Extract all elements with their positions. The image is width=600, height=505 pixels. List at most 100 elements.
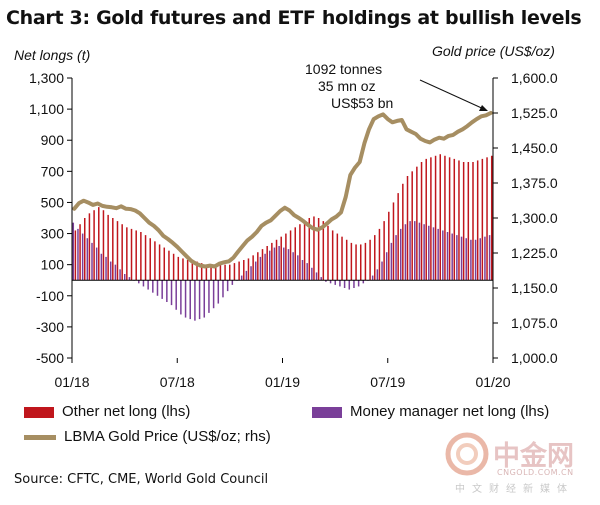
- money-manager-bar: [264, 253, 266, 281]
- other-net-long-bar: [420, 162, 423, 281]
- other-net-long-bar: [98, 207, 100, 281]
- x-tick-label: 01/20: [475, 374, 510, 390]
- money-manager-bar: [105, 256, 107, 281]
- money-manager-bar: [175, 280, 177, 310]
- watermark-tagline: 中文财经新媒体: [455, 484, 574, 495]
- money-manager-bar: [334, 280, 336, 285]
- other-net-long-bar: [481, 158, 484, 281]
- other-net-long-bar: [257, 252, 259, 281]
- money-manager-bar: [484, 236, 486, 281]
- money-manager-bar: [311, 267, 313, 281]
- other-net-long-bar: [275, 239, 278, 281]
- money-manager-bar: [432, 227, 435, 281]
- money-manager-bar: [357, 280, 360, 287]
- other-net-long-bar: [112, 218, 114, 281]
- other-net-long-bar: [303, 221, 306, 281]
- other-net-long-bar: [388, 211, 390, 281]
- other-net-long-bar: [252, 255, 254, 281]
- money-manager-bar: [72, 222, 75, 281]
- money-manager-bar: [465, 238, 467, 281]
- money-manager-bar: [217, 280, 220, 304]
- legend-label-other: Other net long (lhs): [62, 403, 191, 420]
- other-net-long-bar: [144, 235, 147, 281]
- other-net-long-bar: [121, 224, 123, 281]
- other-net-long-bar: [158, 244, 161, 281]
- money-manager-bar: [100, 253, 103, 281]
- other-net-long-bar: [327, 225, 329, 281]
- money-manager-bar: [353, 280, 355, 288]
- money-manager-bar: [479, 238, 482, 281]
- money-manager-bar: [418, 222, 421, 281]
- other-net-long-bar: [280, 236, 282, 281]
- watermark-name: 中金网: [493, 441, 574, 472]
- money-manager-bar: [362, 280, 365, 284]
- other-net-long-bar: [261, 249, 264, 281]
- other-net-long-bar: [425, 158, 427, 281]
- other-net-long-bars: [74, 154, 493, 281]
- other-net-long-bar: [271, 242, 273, 281]
- annotation-line-1: 1092 tonnes: [305, 61, 382, 77]
- legend-label-gold: LBMA Gold Price (US$/oz; rhs): [64, 428, 271, 445]
- other-net-long-bar: [369, 239, 371, 281]
- left-tick-label: 1,300: [29, 70, 64, 86]
- money-manager-bar: [189, 280, 191, 320]
- money-manager-bar: [208, 280, 210, 313]
- money-manager-bar: [329, 280, 332, 284]
- right-tick-label: 1,000.0: [511, 350, 558, 366]
- money-manager-bar: [114, 264, 117, 281]
- other-net-long-bar: [205, 264, 208, 281]
- other-net-long-bar: [476, 160, 479, 281]
- other-net-long-bar: [200, 263, 203, 281]
- money-manager-bar: [474, 239, 477, 281]
- other-net-long-bar: [467, 162, 470, 281]
- right-tick-label: 1,525.0: [511, 105, 558, 121]
- money-manager-bar: [123, 274, 126, 281]
- money-manager-bar: [292, 252, 294, 281]
- money-manager-bar: [437, 228, 439, 281]
- other-net-long-bar: [168, 250, 170, 281]
- annotation-line-3: US$53 bn: [331, 95, 393, 111]
- money-manager-bar: [297, 255, 299, 281]
- money-manager-bar: [385, 252, 388, 281]
- money-manager-bar: [460, 236, 463, 281]
- money-manager-bar: [339, 280, 341, 287]
- other-net-long-bar: [196, 261, 198, 281]
- money-manager-bar: [273, 247, 276, 281]
- money-manager-bar: [371, 275, 374, 281]
- watermark-logo-icon: [445, 432, 489, 476]
- other-net-long-bar: [359, 244, 362, 281]
- left-tick-label: 300: [41, 226, 65, 242]
- x-axis-labels: 01/18 07/18 01/19 07/19 01/20: [54, 374, 510, 390]
- money-manager-bar: [222, 280, 224, 298]
- other-net-long-bar: [383, 221, 385, 281]
- other-net-long-bar: [341, 236, 343, 281]
- other-net-long-bar: [79, 224, 81, 281]
- other-net-long-bar: [177, 256, 180, 281]
- right-tick-label: 1,375.0: [511, 175, 558, 191]
- right-tick-label: 1,075.0: [511, 315, 558, 331]
- money-manager-bar: [414, 221, 416, 281]
- other-net-long-bar: [313, 216, 315, 281]
- money-manager-bar: [456, 235, 458, 281]
- money-manager-bar: [325, 280, 327, 282]
- money-manager-bar: [470, 239, 472, 281]
- other-net-long-bar: [448, 157, 451, 281]
- other-net-long-bar: [462, 162, 465, 281]
- other-net-long-bar: [154, 241, 156, 281]
- right-axis-labels: 1,600.0 1,525.0 1,450.0 1,375.0 1,300.0 1,225…: [511, 70, 558, 366]
- money-manager-bar: [147, 280, 149, 290]
- money-manager-bar: [409, 221, 411, 281]
- gold-price-line: [72, 111, 493, 269]
- other-net-long-bar: [378, 228, 381, 281]
- money-manager-bar: [287, 249, 290, 281]
- money-manager-bar: [278, 246, 280, 281]
- other-net-long-bar: [135, 230, 137, 281]
- money-manager-bar: [119, 269, 121, 281]
- other-net-long-bar: [453, 158, 456, 281]
- money-manager-bar: [161, 280, 163, 299]
- other-net-long-bar: [317, 218, 320, 281]
- money-manager-bar: [109, 261, 112, 281]
- other-net-long-bar: [243, 260, 245, 281]
- left-tick-label: 1,100: [29, 101, 64, 117]
- money-manager-bar: [86, 238, 89, 281]
